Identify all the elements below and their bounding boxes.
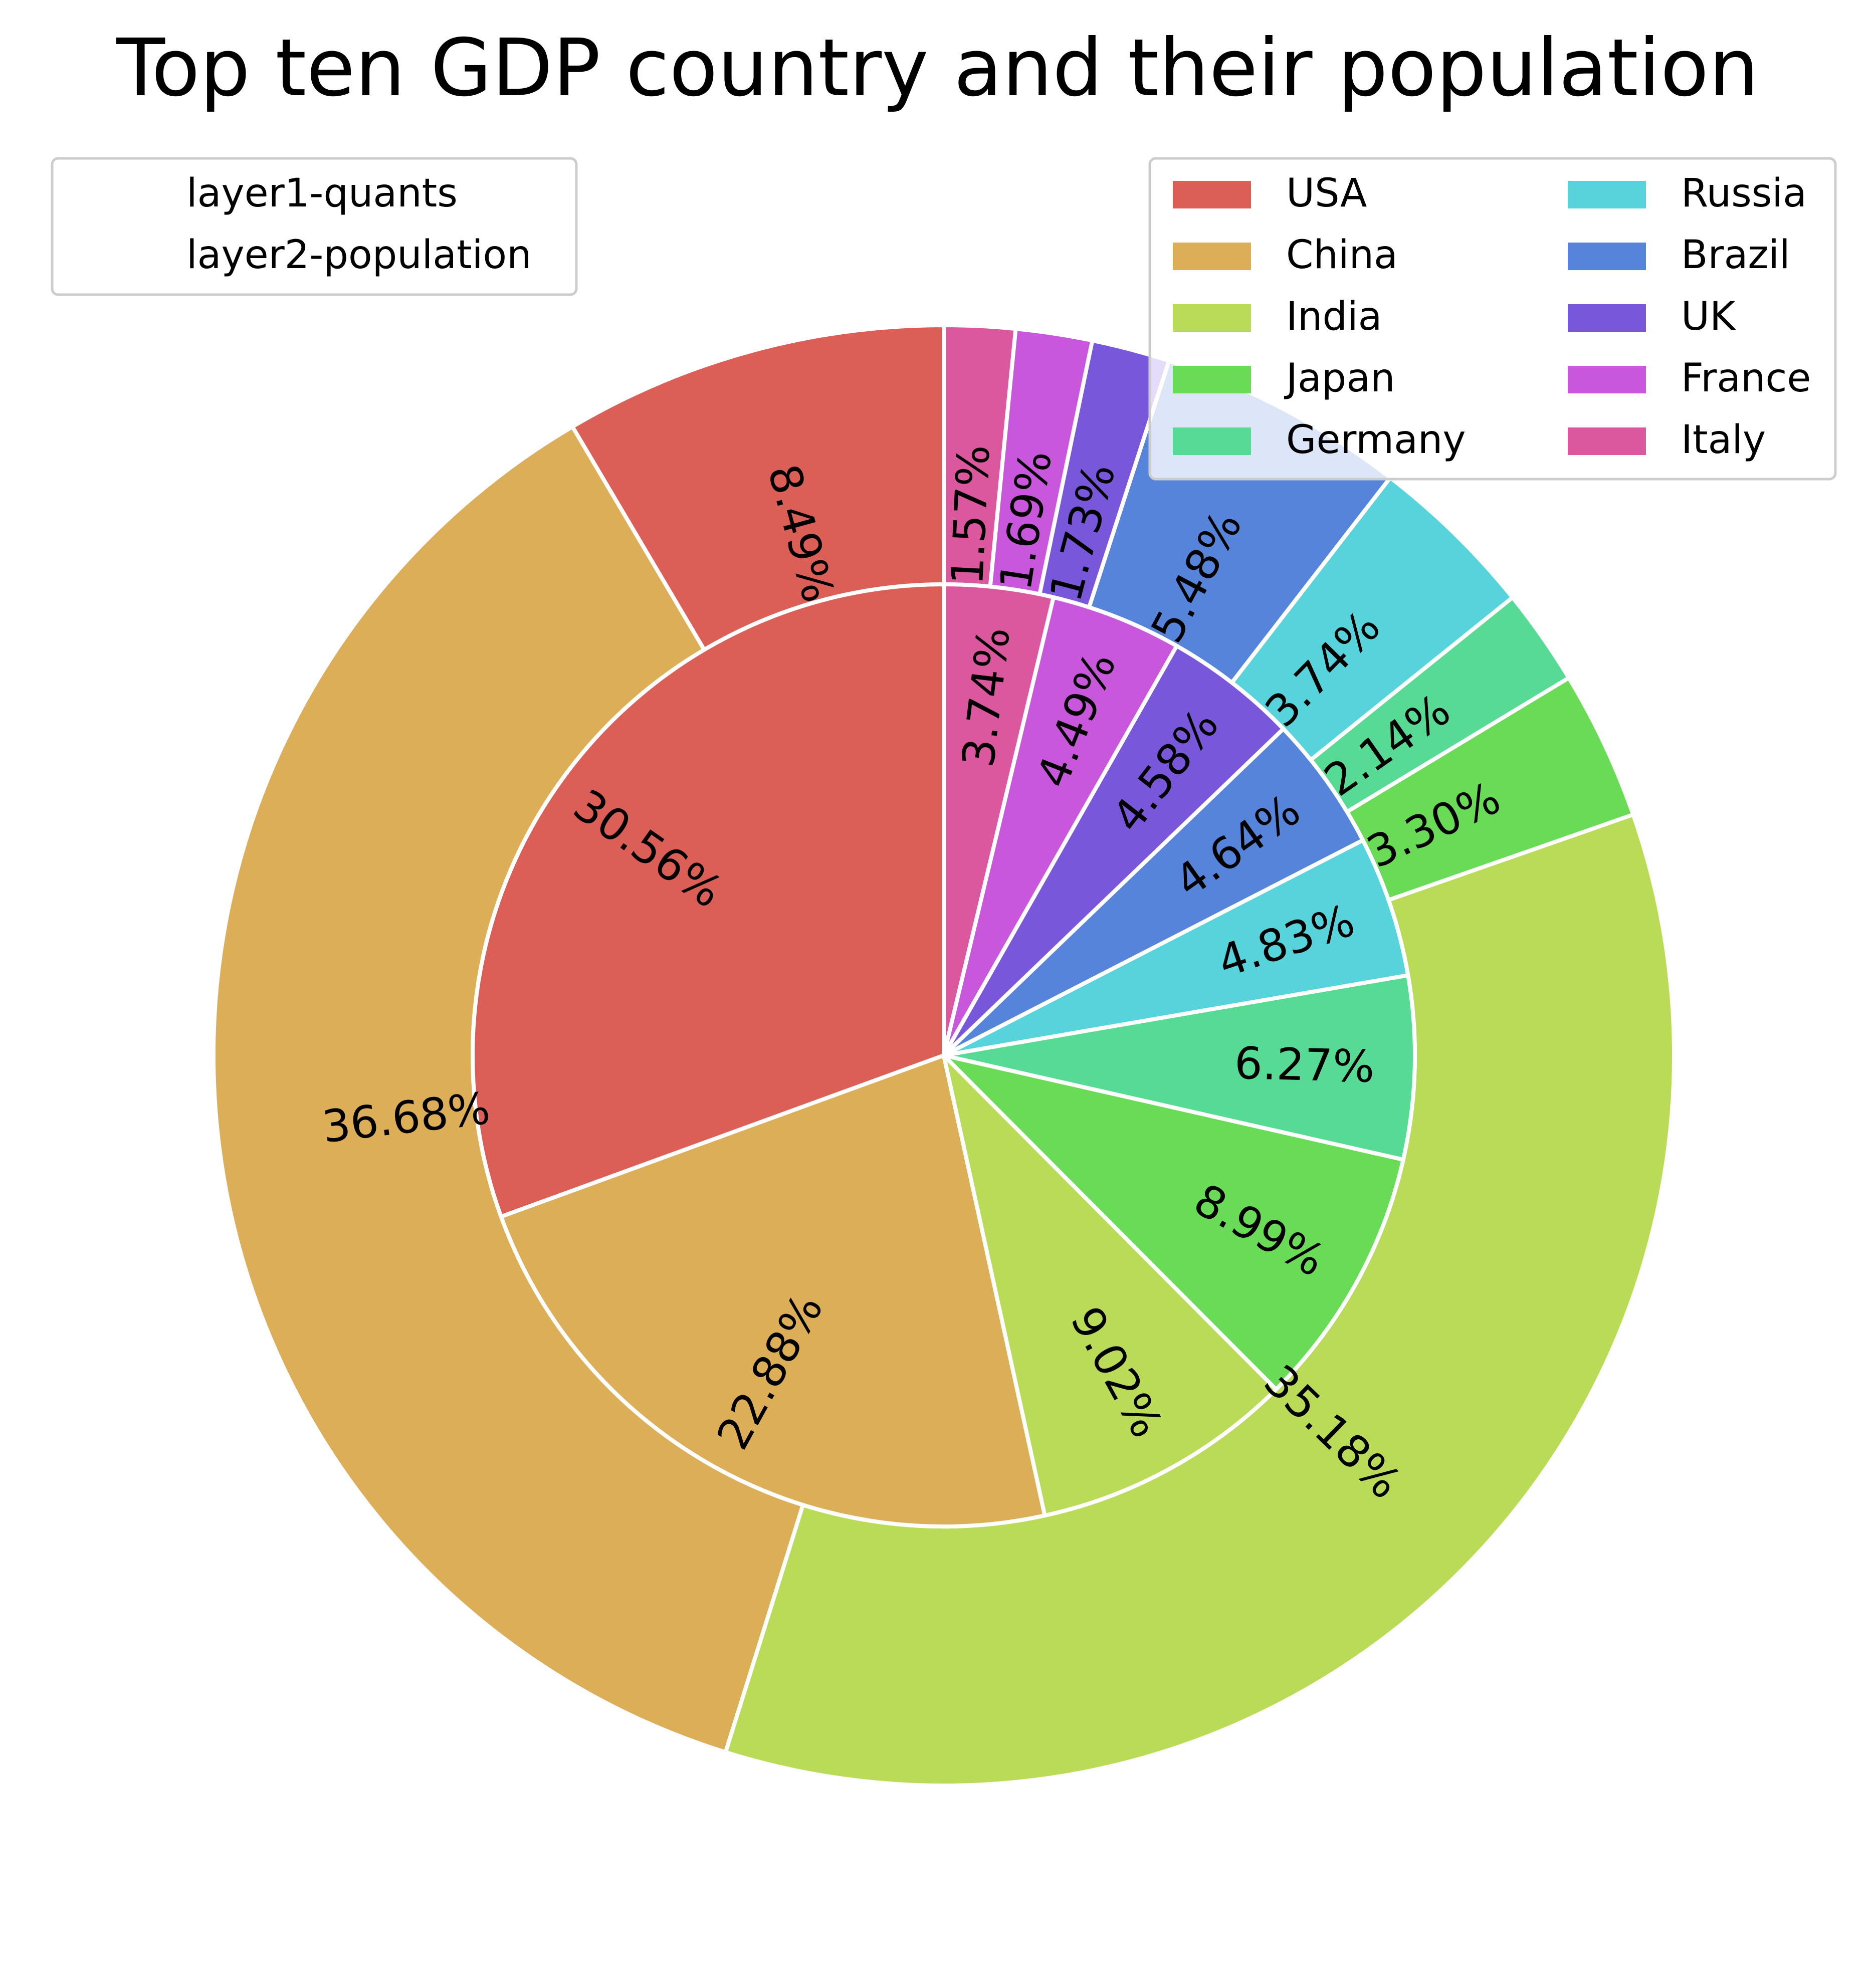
outer-label-italy: 1.57%	[941, 444, 1000, 586]
legend-layers: layer1-quants layer2-population	[51, 157, 578, 296]
inner-label-germany: 6.27%	[1234, 1037, 1375, 1092]
inner-wedge-brazil	[942, 727, 1365, 1057]
legend-swatch-india	[1173, 304, 1251, 332]
legend-label-japan: Japan	[1284, 356, 1395, 401]
legend-swatch-brazil	[1568, 243, 1646, 270]
inner-wedge-japan	[942, 1053, 1405, 1392]
inner-wedge-uk	[942, 643, 1286, 1057]
legend-label-china: China	[1286, 233, 1398, 278]
legend-label-brazil: Brazil	[1681, 233, 1790, 278]
legend-layers-entry-1: layer2-population	[186, 233, 532, 278]
legend-swatch-usa	[1173, 181, 1251, 208]
inner-ring	[471, 582, 1417, 1529]
legend-swatch-china	[1173, 243, 1251, 270]
legend-label-uk: UK	[1681, 294, 1736, 339]
inner-wedge-russia	[942, 838, 1410, 1057]
legend-swatch-france	[1568, 366, 1646, 393]
inner-wedge-usa	[471, 582, 946, 1219]
legend-label-usa: USA	[1286, 171, 1367, 216]
legend-label-india: India	[1286, 294, 1382, 339]
legend-layers-entry-0: layer1-quants	[186, 171, 458, 216]
legend-layers-frame	[51, 157, 578, 296]
legend-swatch-italy	[1568, 427, 1646, 455]
legend-label-france: France	[1681, 356, 1811, 401]
legend-label-russia: Russia	[1681, 171, 1807, 216]
legend-countries: USA China India Japan Germany Russia Brazil UK F…	[1148, 157, 1837, 481]
legend-label-germany: Germany	[1286, 417, 1466, 463]
inner-wedge-germany	[942, 973, 1417, 1162]
legend-swatch-japan	[1173, 366, 1251, 393]
inner-wedge-france	[942, 595, 1179, 1057]
inner-wedge-italy	[942, 582, 1056, 1057]
legend-swatch-uk	[1568, 304, 1646, 332]
inner-wedge-china	[499, 1053, 1047, 1529]
inner-wedge-india	[942, 1053, 1279, 1518]
legend-label-italy: Italy	[1681, 417, 1766, 463]
legend-countries-frame	[1148, 157, 1837, 481]
chart-title: Top ten GDP country and their population	[116, 22, 1759, 114]
legend-swatch-germany	[1173, 427, 1251, 455]
legend-swatch-russia	[1568, 181, 1646, 208]
